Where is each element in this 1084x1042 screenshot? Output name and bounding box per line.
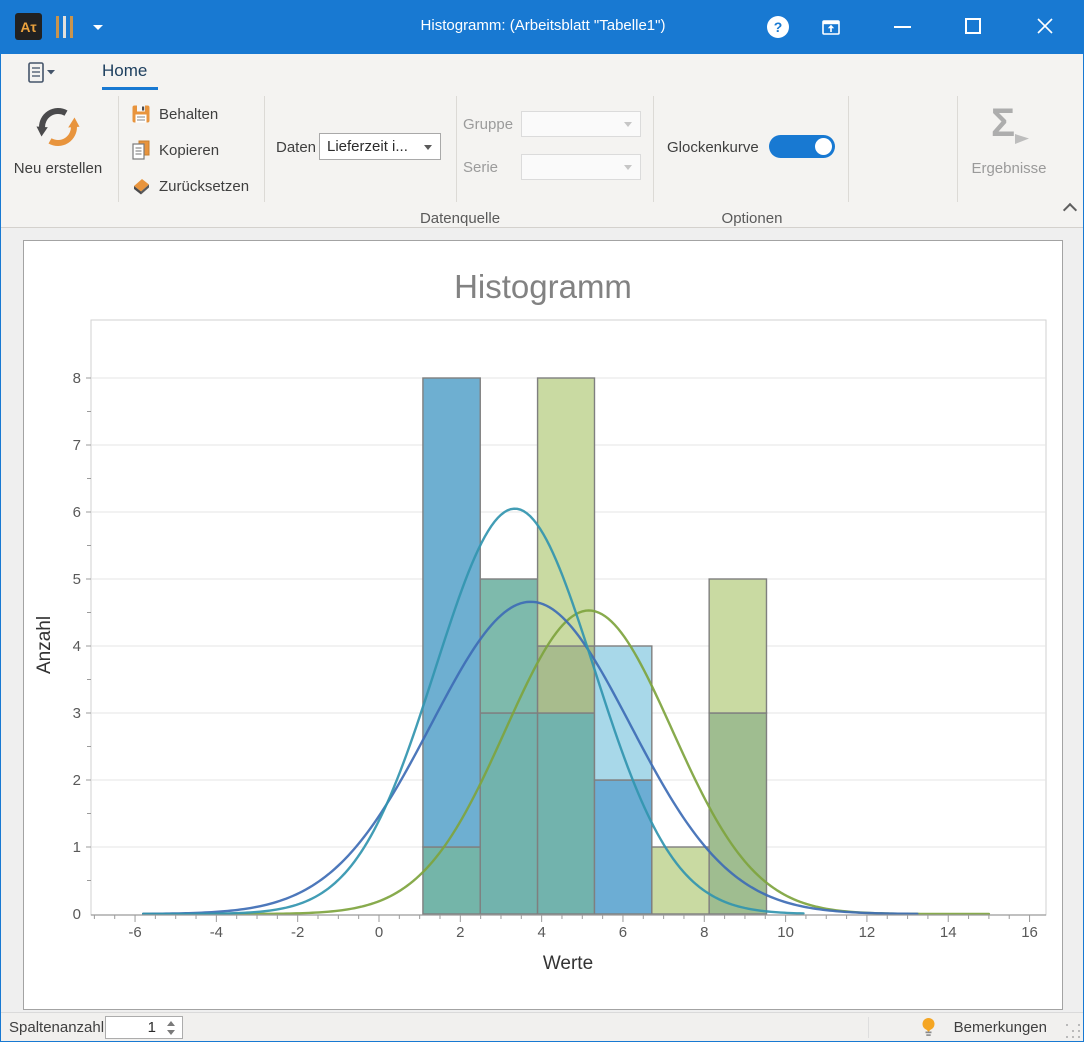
svg-text:Anzahl: Anzahl <box>34 616 55 674</box>
svg-text:12: 12 <box>859 924 876 941</box>
kopieren-label: Kopieren <box>159 141 220 159</box>
chevron-down-icon <box>624 122 632 127</box>
group-label-datenquelle: Datenquelle <box>419 210 501 227</box>
bemerkungen-button[interactable]: Bemerkungen <box>953 1019 1047 1036</box>
refresh-icon <box>36 108 80 146</box>
svg-text:-6: -6 <box>128 924 141 941</box>
daten-combobox-value: Lieferzeit i... <box>327 138 408 155</box>
svg-text:4: 4 <box>537 924 545 941</box>
svg-text:Σ: Σ <box>991 101 1015 145</box>
zuruecksetzen-button[interactable]: Zurücksetzen <box>131 173 249 199</box>
copy-icon <box>132 140 150 160</box>
stepper-up-icon[interactable] <box>167 1021 175 1026</box>
daten-label: Daten <box>276 139 317 156</box>
svg-text:5: 5 <box>73 571 81 588</box>
svg-text:7: 7 <box>73 437 81 454</box>
quick-access-toolbar-icon[interactable] <box>56 16 76 38</box>
svg-text:-2: -2 <box>291 924 304 941</box>
popout-icon[interactable] <box>822 19 840 41</box>
ribbon-separator <box>264 96 265 202</box>
titlebar: Aτ Histogramm: (Arbeitsblatt "Tabelle1")… <box>1 0 1083 54</box>
chevron-down-icon <box>424 144 432 150</box>
svg-text:1: 1 <box>73 839 81 856</box>
eraser-icon <box>134 179 149 195</box>
sigma-icon: Σ <box>991 101 1029 145</box>
spaltenanzahl-value: 1 <box>147 1019 156 1036</box>
zuruecksetzen-label: Zurücksetzen <box>159 177 250 195</box>
svg-text:6: 6 <box>619 924 627 941</box>
histogram-chart: -6 -4 -2 0 2 4 6 8 10 12 14 16012345678HistogrammWe… <box>34 268 1047 974</box>
spaltenanzahl-stepper[interactable]: 1 <box>105 1016 183 1039</box>
minimize-button[interactable] <box>894 26 911 28</box>
svg-text:-4: -4 <box>210 924 223 941</box>
svg-text:2: 2 <box>73 772 81 789</box>
ergebnisse-label: Ergebnisse <box>971 160 1047 177</box>
svg-text:16: 16 <box>1021 924 1038 941</box>
daten-combobox[interactable]: Lieferzeit i... <box>319 133 441 160</box>
content-area: -6 -4 -2 0 2 4 6 8 10 12 14 16 0 1 2 3 4 5 6 7 8 Histogramm We… <box>1 228 1083 1012</box>
gruppe-combobox[interactable] <box>521 111 641 137</box>
spaltenanzahl-label: Spaltenanzahl <box>9 1019 105 1036</box>
toggle-knob <box>815 138 832 155</box>
svg-text:6: 6 <box>73 504 81 521</box>
close-button[interactable] <box>1035 16 1055 36</box>
ribbon-separator <box>118 96 119 202</box>
svg-text:2: 2 <box>456 924 464 941</box>
behalten-button[interactable]: Behalten <box>131 101 218 127</box>
statusbar: Spaltenanzahl 1 Bemerkungen <box>1 1012 1083 1041</box>
chevron-down-icon <box>624 165 632 170</box>
neu-erstellen-button[interactable]: Neu erstellen <box>7 96 109 208</box>
help-button[interactable]: ? <box>767 16 789 38</box>
stepper-down-icon[interactable] <box>167 1030 175 1035</box>
svg-text:0: 0 <box>375 924 383 941</box>
kopieren-button[interactable]: Kopieren <box>131 137 219 163</box>
ribbon-separator <box>653 96 654 202</box>
statusbar-divider <box>868 1017 869 1038</box>
svg-text:14: 14 <box>940 924 957 941</box>
svg-text:10: 10 <box>777 924 794 941</box>
window-title: Histogramm: (Arbeitsblatt "Tabelle1") <box>420 17 666 34</box>
svg-text:3: 3 <box>73 705 81 722</box>
app-logo-icon[interactable]: Aτ <box>15 13 42 40</box>
ribbon-separator <box>957 96 958 202</box>
serie-label: Serie <box>463 159 499 176</box>
ergebnisse-button[interactable]: Σ Ergebnisse <box>961 96 1057 214</box>
svg-text:Werte: Werte <box>543 953 593 974</box>
ribbon-separator <box>848 96 849 202</box>
maximize-button[interactable] <box>965 18 981 34</box>
gruppe-label: Gruppe <box>463 116 514 133</box>
collapse-ribbon-button[interactable] <box>1063 204 1076 213</box>
toolbar-dropdown-caret-icon[interactable] <box>93 25 103 30</box>
svg-text:8: 8 <box>73 370 81 387</box>
save-icon <box>132 105 150 123</box>
serie-combobox[interactable] <box>521 154 641 180</box>
app-menu-button[interactable] <box>25 62 59 84</box>
chart-card: -6 -4 -2 0 2 4 6 8 10 12 14 16 0 1 2 3 4 5 6 7 8 Histogramm We… <box>23 240 1063 1010</box>
svg-text:Histogramm: Histogramm <box>454 268 632 305</box>
neu-erstellen-label: Neu erstellen <box>13 160 103 177</box>
group-label-optionen: Optionen <box>721 210 783 227</box>
behalten-label: Behalten <box>159 105 219 123</box>
resize-grip[interactable] <box>1066 1024 1080 1038</box>
lightbulb-icon <box>920 1017 937 1041</box>
svg-text:0: 0 <box>73 906 81 923</box>
svg-text:4: 4 <box>73 638 81 655</box>
glockenkurve-label: Glockenkurve <box>667 139 759 156</box>
tab-home-underline <box>102 87 158 90</box>
glockenkurve-toggle[interactable] <box>769 135 835 158</box>
ribbon-separator <box>456 96 457 202</box>
svg-text:8: 8 <box>700 924 708 941</box>
ribbon: Home Neu erstellen Behalten <box>1 54 1083 228</box>
tab-home[interactable]: Home <box>102 61 148 80</box>
